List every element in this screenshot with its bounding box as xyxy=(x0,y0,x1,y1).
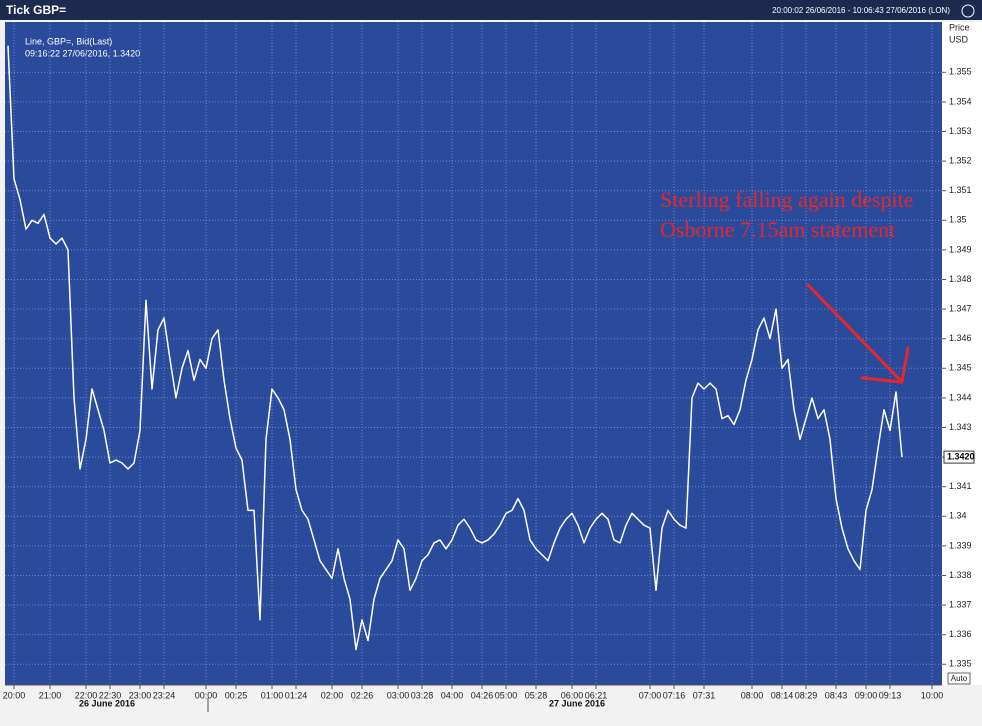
y-tick-label: 1.336 xyxy=(949,629,972,639)
y-tick-label: 1.346 xyxy=(949,333,972,343)
x-tick-label: 06:00 xyxy=(561,690,584,700)
x-tick-label: 08:43 xyxy=(825,690,848,700)
y-tick-label: 1.352 xyxy=(949,155,972,165)
x-tick-label: 09:13 xyxy=(879,690,902,700)
x-tick-label: 00:00 xyxy=(195,690,218,700)
cursor-label: 09:16:22 27/06/2016, 1.3420 xyxy=(25,48,140,58)
x-tick-label: 20:00 xyxy=(3,690,26,700)
arrow-head xyxy=(900,346,910,384)
x-tick-label: 02:00 xyxy=(321,690,344,700)
y-tick-label: 1.343 xyxy=(949,422,972,432)
legend-entry: Line, GBP=, Bid(Last) xyxy=(25,36,112,46)
annotation-arrow xyxy=(806,283,910,384)
date-label: 26 June 2016 xyxy=(79,698,135,708)
chart-subtitle: 20:00:02 26/06/2016 - 10:06:43 27/06/201… xyxy=(772,6,950,15)
annotation: Sterling falling again despite xyxy=(660,187,914,212)
x-tick-label: 23:24 xyxy=(153,690,176,700)
auto-button-label[interactable]: Auto xyxy=(951,674,968,683)
y-tick-label: 1.337 xyxy=(949,599,972,609)
x-tick-label: 07:16 xyxy=(663,690,686,700)
arrow-shaft xyxy=(806,283,904,384)
y-tick-label: 1.345 xyxy=(949,363,972,373)
chart-title: Tick GBP= xyxy=(6,3,66,17)
y-axis-label: Price xyxy=(949,22,970,32)
x-tick-label: 00:25 xyxy=(225,690,248,700)
y-tick-label: 1.35 xyxy=(949,215,967,225)
y-tick-label: 1.354 xyxy=(949,96,972,106)
last-price-label: 1.3420 xyxy=(947,451,975,461)
x-tick-label: 05:00 xyxy=(495,690,518,700)
date-label: 27 June 2016 xyxy=(549,698,605,708)
x-tick-label: 22:00 xyxy=(75,690,98,700)
y-tick-label: 1.335 xyxy=(949,659,972,669)
auto-button[interactable] xyxy=(947,672,971,685)
y-tick-label: 1.34 xyxy=(949,511,967,521)
x-tick-label: 09:00 xyxy=(855,690,878,700)
x-tick-label: 02:26 xyxy=(351,690,374,700)
x-tick-label: 03:00 xyxy=(387,690,410,700)
y-tick-label: 1.341 xyxy=(949,481,972,491)
header-bar xyxy=(0,0,982,20)
x-tick-label: 04:00 xyxy=(441,690,464,700)
y-tick-label: 1.349 xyxy=(949,244,972,254)
y-axis-unit: USD xyxy=(949,34,969,44)
x-tick-label: 01:00 xyxy=(261,690,284,700)
y-tick-label: 1.353 xyxy=(949,126,972,136)
x-tick-label: 23:00 xyxy=(129,690,152,700)
x-tick-label: 04:26 xyxy=(471,690,494,700)
plot-layer xyxy=(5,22,942,685)
plot-area xyxy=(5,22,942,685)
x-tick-label: 07:00 xyxy=(639,690,662,700)
y-tick-label: 1.344 xyxy=(949,392,972,402)
y-tick-label: 1.338 xyxy=(949,570,972,580)
y-tick-label: 1.347 xyxy=(949,303,972,313)
x-tick-label: 21:00 xyxy=(39,690,62,700)
price-line xyxy=(7,45,903,651)
y-tick-label: 1.348 xyxy=(949,274,972,284)
x-tick-label: 07:31 xyxy=(693,690,716,700)
x-tick-label: 08:29 xyxy=(795,690,818,700)
y-axis-area xyxy=(942,22,982,685)
x-tick-label: 08:00 xyxy=(741,690,764,700)
close-button[interactable] xyxy=(961,4,975,18)
y-tick-label: 1.355 xyxy=(949,67,972,77)
y-tick-label: 1.339 xyxy=(949,540,972,550)
last-price-box xyxy=(943,450,975,464)
x-tick-label: 22:30 xyxy=(99,690,122,700)
x-tick-label: 06:21 xyxy=(585,690,608,700)
annotation: Osborne 7.15am statement xyxy=(660,217,895,242)
x-tick-label: 10:00 xyxy=(921,690,944,700)
x-tick-label: 01:24 xyxy=(285,690,308,700)
arrow-head xyxy=(860,376,904,384)
x-tick-label: 08:14 xyxy=(771,690,794,700)
x-tick-label: 03:28 xyxy=(411,690,434,700)
y-tick-label: 1.351 xyxy=(949,185,972,195)
x-tick-label: 05:28 xyxy=(525,690,548,700)
